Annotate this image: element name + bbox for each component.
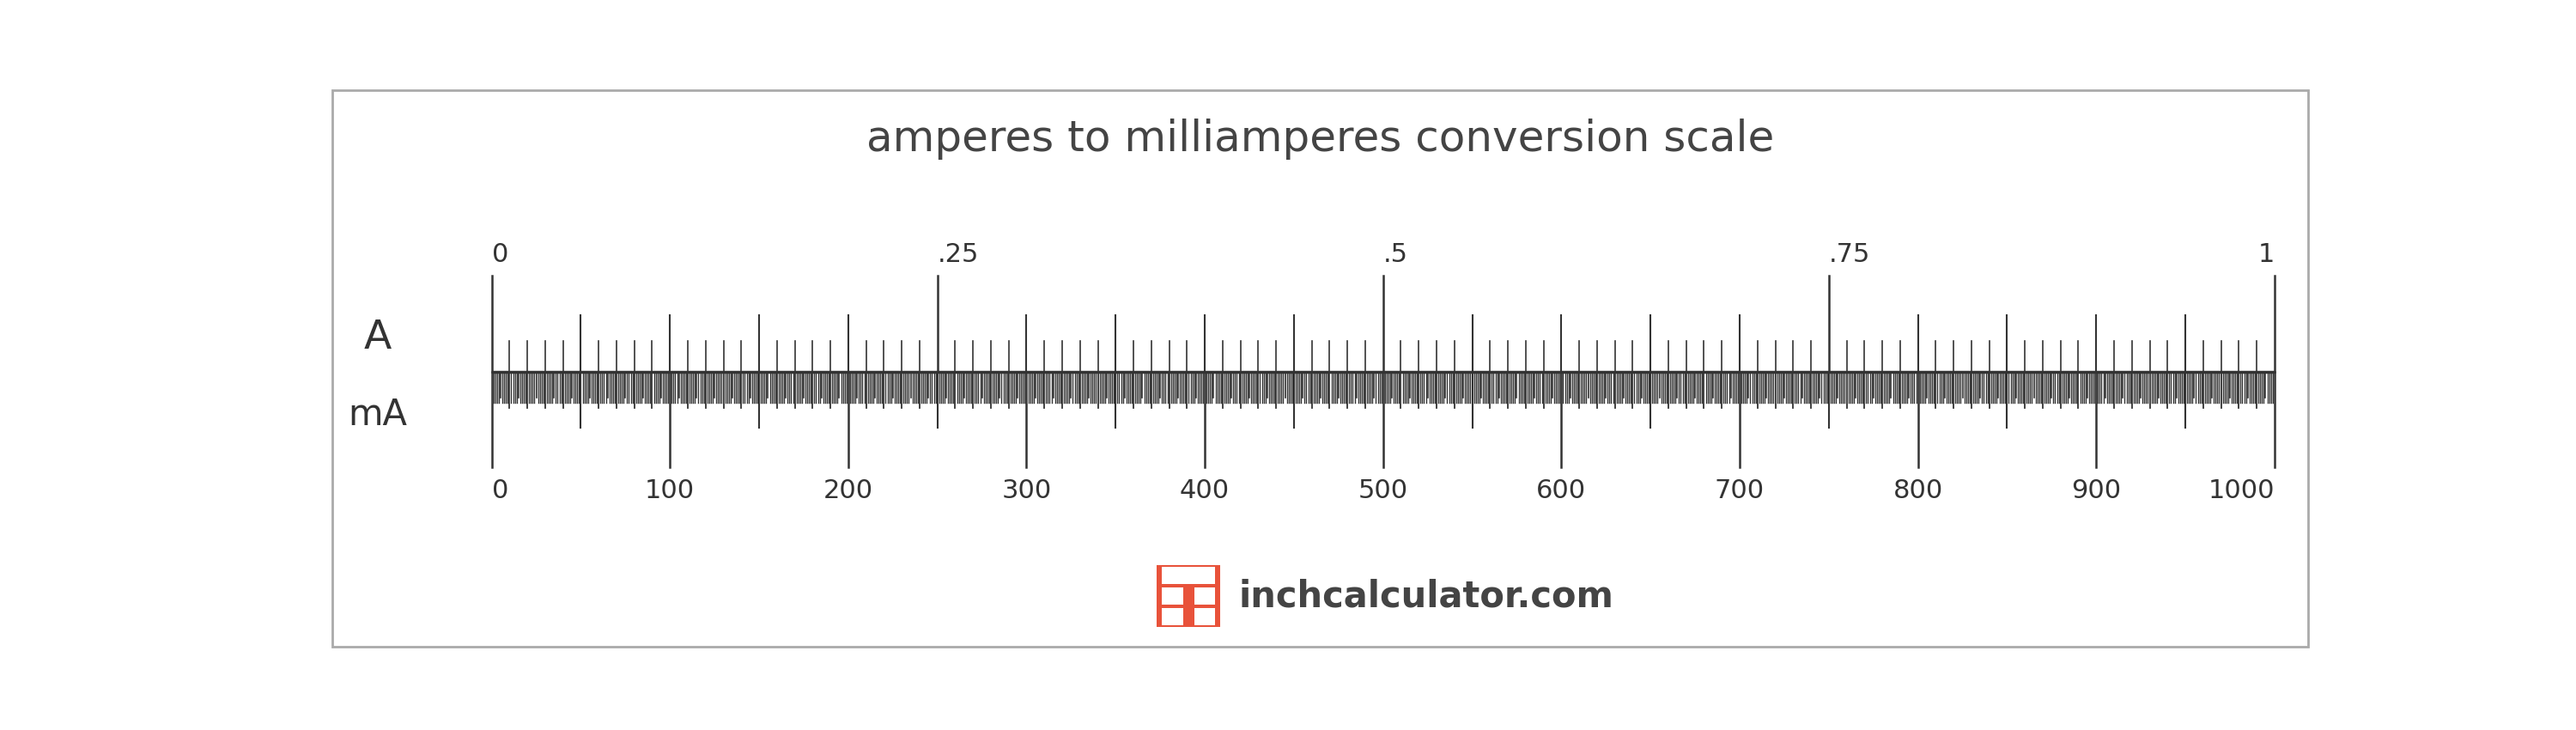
FancyBboxPatch shape <box>1195 608 1216 626</box>
FancyBboxPatch shape <box>1195 588 1216 605</box>
FancyBboxPatch shape <box>1157 566 1221 627</box>
Text: 1: 1 <box>2257 242 2275 267</box>
Text: 600: 600 <box>1535 478 1587 503</box>
Text: inchcalculator.com: inchcalculator.com <box>1239 578 1613 615</box>
Text: 500: 500 <box>1358 478 1409 503</box>
Text: 300: 300 <box>1002 478 1051 503</box>
Text: amperes to milliamperes conversion scale: amperes to milliamperes conversion scale <box>866 118 1775 160</box>
Text: 700: 700 <box>1716 478 1765 503</box>
Text: 800: 800 <box>1893 478 1942 503</box>
FancyBboxPatch shape <box>1162 567 1216 585</box>
Text: 0: 0 <box>492 242 507 267</box>
Text: A: A <box>363 319 392 358</box>
Text: 100: 100 <box>644 478 696 503</box>
Text: .5: .5 <box>1383 242 1409 267</box>
Text: mA: mA <box>348 396 407 432</box>
Text: 900: 900 <box>2071 478 2120 503</box>
Text: 1000: 1000 <box>2208 478 2275 503</box>
FancyBboxPatch shape <box>1162 588 1182 605</box>
Text: .75: .75 <box>1829 242 1870 267</box>
Text: 0: 0 <box>492 478 507 503</box>
Text: 200: 200 <box>824 478 873 503</box>
Text: 400: 400 <box>1180 478 1229 503</box>
Text: .25: .25 <box>938 242 979 267</box>
FancyBboxPatch shape <box>1162 608 1182 626</box>
